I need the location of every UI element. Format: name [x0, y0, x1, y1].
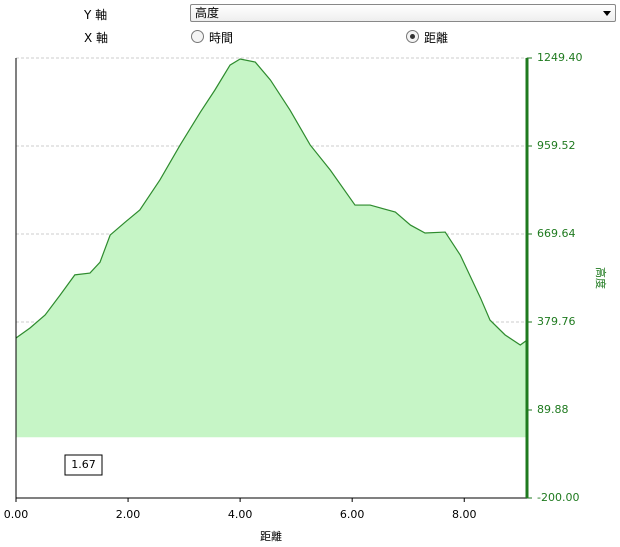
x-tick-label: 0.00	[4, 508, 29, 521]
y-axis-title: 高度	[594, 267, 608, 289]
radio[interactable]	[191, 30, 204, 43]
y-tick-label: 669.64	[537, 227, 576, 240]
x-tick-label: 6.00	[340, 508, 365, 521]
y-tick-label: 959.52	[537, 139, 576, 152]
y-tick-label: -200.00	[537, 491, 579, 504]
y-tick-label: 1249.40	[537, 51, 583, 64]
x-tick-label: 4.00	[228, 508, 253, 521]
area-fill	[16, 59, 527, 438]
y-tick-label: 379.76	[537, 315, 576, 328]
radio[interactable]	[406, 30, 419, 43]
select-value: 高度	[195, 6, 220, 20]
y-axis-label: Y 軸	[84, 8, 108, 22]
x-axis-label: X 軸	[84, 31, 109, 45]
radio-label[interactable]: 時間	[209, 31, 234, 45]
radio-label[interactable]: 距離	[424, 31, 449, 45]
x-axis-title: 距離	[260, 529, 282, 543]
annotation-box	[64, 454, 103, 476]
annotation: 1.67	[71, 458, 96, 471]
x-tick-label: 8.00	[452, 508, 477, 521]
y-axis-select[interactable]: 高度	[190, 4, 616, 22]
y-tick-label: 89.88	[537, 403, 569, 416]
x-tick-label: 2.00	[116, 508, 141, 521]
area-line	[15, 58, 528, 346]
